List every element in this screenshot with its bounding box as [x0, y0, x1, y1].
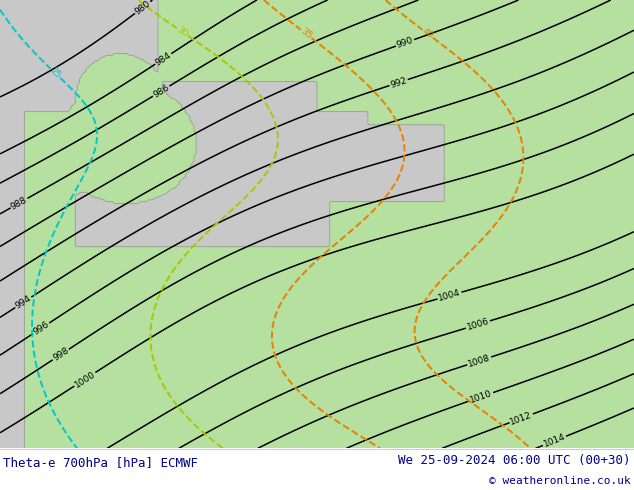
- Text: 1008: 1008: [467, 353, 491, 368]
- Text: 30: 30: [175, 25, 190, 39]
- Text: 35: 35: [299, 26, 313, 41]
- Text: 990: 990: [396, 36, 415, 50]
- Text: 25: 25: [48, 66, 63, 80]
- Text: 992: 992: [389, 75, 408, 90]
- Text: 1004: 1004: [437, 288, 462, 303]
- Text: Theta-e 700hPa [hPa] ECMWF: Theta-e 700hPa [hPa] ECMWF: [3, 456, 198, 469]
- Text: © weatheronline.co.uk: © weatheronline.co.uk: [489, 476, 631, 486]
- Text: 994: 994: [14, 294, 33, 311]
- Text: 998: 998: [51, 346, 70, 363]
- Text: 40: 40: [420, 27, 435, 41]
- Text: 1006: 1006: [465, 317, 490, 332]
- Text: 984: 984: [153, 50, 173, 67]
- Text: We 25-09-2024 06:00 UTC (00+30): We 25-09-2024 06:00 UTC (00+30): [398, 454, 631, 466]
- Text: 1012: 1012: [509, 410, 533, 427]
- Text: 988: 988: [10, 195, 29, 211]
- Text: 986: 986: [152, 83, 171, 99]
- Text: 1014: 1014: [542, 433, 567, 449]
- Text: 980: 980: [133, 0, 152, 16]
- Text: 1010: 1010: [469, 389, 494, 405]
- Text: 1000: 1000: [73, 369, 97, 390]
- Text: 996: 996: [32, 320, 51, 337]
